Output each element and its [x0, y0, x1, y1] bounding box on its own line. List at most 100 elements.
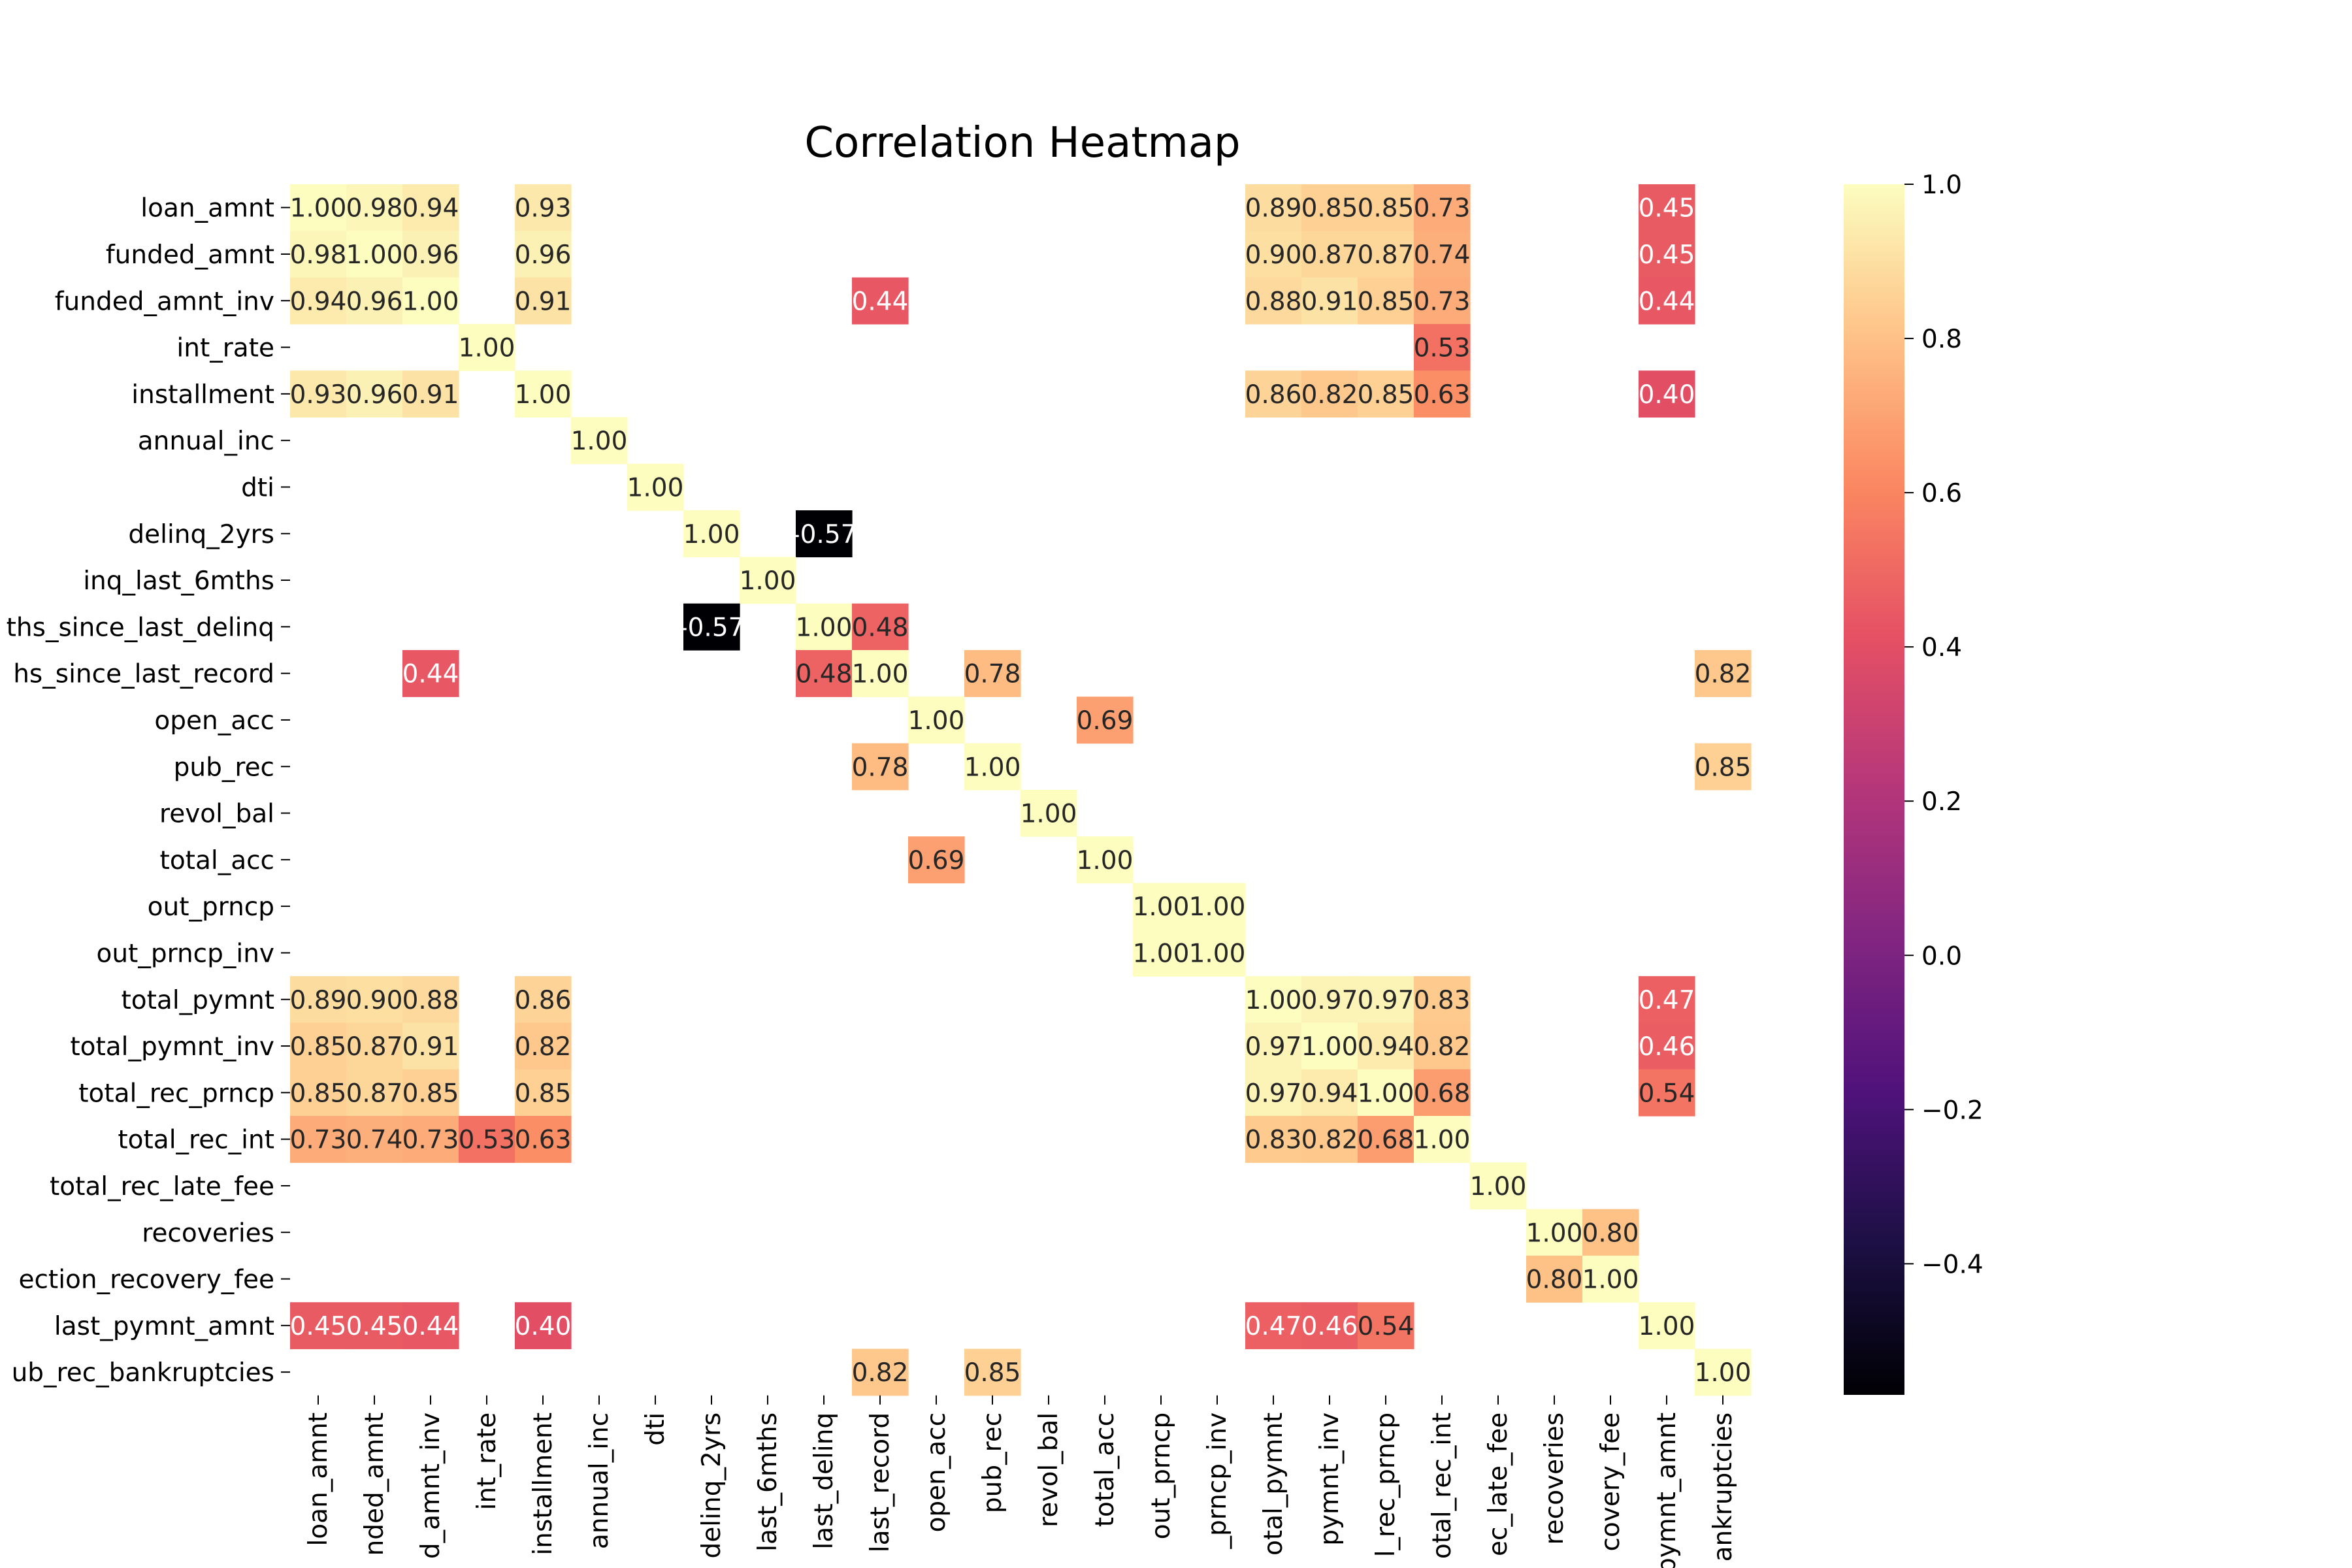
- heatmap-cell: [1301, 370, 1358, 418]
- cell-value-label: 1.00: [908, 706, 965, 736]
- x-tick-label: ankruptcies: [1708, 1413, 1738, 1562]
- heatmap-cell: [1526, 1209, 1583, 1256]
- heatmap-cell: [402, 231, 459, 278]
- x-tick-label: delinq_2yrs: [697, 1413, 727, 1559]
- cell-value-label: 0.86: [515, 986, 572, 1015]
- heatmap-cell: [402, 1116, 459, 1163]
- heatmap-cell: [1189, 883, 1246, 930]
- cell-value-label: 0.98: [346, 194, 403, 223]
- heatmap-cell: [290, 370, 347, 418]
- y-tick-label: total_rec_int: [118, 1126, 274, 1155]
- cell-value-label: 0.40: [1639, 380, 1695, 410]
- heatmap-cell: [852, 743, 909, 791]
- x-tick-label: _prncp_inv: [1203, 1413, 1232, 1550]
- x-tick-label: open_acc: [922, 1413, 951, 1533]
- colorbar-tick-label: 0.8: [1921, 325, 1962, 354]
- cell-value-label: 0.85: [1358, 194, 1414, 223]
- x-tick-label: int_rate: [472, 1413, 502, 1511]
- cell-value-label: 1.00: [1695, 1358, 1752, 1388]
- heatmap-cell: [1133, 929, 1190, 977]
- cell-value-label: 0.94: [290, 287, 347, 316]
- cell-value-label: 0.87: [346, 1032, 403, 1062]
- heatmap-cell: [964, 1348, 1021, 1396]
- heatmap-cell: [515, 1022, 572, 1070]
- heatmap-cell: [459, 323, 515, 371]
- cell-value-label: 0.98: [290, 240, 347, 270]
- cell-value-label: 0.97: [1245, 1079, 1302, 1108]
- heatmap-cell: [1133, 883, 1190, 930]
- cell-value-label: 0.46: [1639, 1032, 1695, 1062]
- heatmap-cell: [515, 231, 572, 278]
- colorbar-tick-label: 0.0: [1921, 941, 1962, 971]
- cell-value-label: 0.86: [1245, 380, 1302, 410]
- cell-value-label: 0.78: [964, 660, 1021, 689]
- cell-value-label: 0.80: [1582, 1218, 1639, 1248]
- y-tick-label: delinq_2yrs: [128, 520, 274, 549]
- cell-value-label: 0.87: [346, 1079, 403, 1108]
- cell-value-label: 0.94: [402, 194, 459, 223]
- cell-value-label: 0.63: [515, 1126, 572, 1155]
- cell-value-label: 0.68: [1414, 1079, 1471, 1108]
- cell-value-label: 1.00: [1133, 892, 1190, 922]
- x-tick-label: l_rec_prncp: [1371, 1413, 1401, 1557]
- cell-value-label: 1.00: [1189, 939, 1246, 968]
- heatmap-cell: [1301, 277, 1358, 325]
- cell-value-label: 1.00: [964, 753, 1021, 782]
- heatmap-cell: [1639, 277, 1695, 325]
- y-tick-label: funded_amnt_inv: [55, 287, 274, 316]
- heatmap-cell: [1358, 231, 1414, 278]
- heatmap-cell: [1582, 1255, 1639, 1303]
- cell-value-label: 0.90: [1245, 240, 1302, 270]
- heatmap-cell: [1021, 789, 1077, 837]
- heatmap-cell: [459, 1116, 515, 1163]
- cell-value-label: 0.85: [515, 1079, 572, 1108]
- y-tick-label: ection_recovery_fee: [18, 1266, 274, 1295]
- heatmap-cell: [1639, 370, 1695, 418]
- cell-value-label: 1.00: [740, 566, 796, 596]
- cell-value-label: 0.83: [1414, 986, 1471, 1015]
- heatmap-cell: [290, 231, 347, 278]
- heatmap-cell: [402, 1022, 459, 1070]
- x-tick-label: last_delinq: [809, 1413, 839, 1550]
- heatmap-cell: [852, 603, 909, 651]
- x-axis: loan_amnt nded_amnt d_amnt_inv int_rate inst…: [304, 1395, 1738, 1568]
- heatmap-cell: [515, 184, 572, 231]
- cell-value-label: 0.85: [290, 1079, 347, 1108]
- cell-value-label: 0.97: [1245, 1032, 1302, 1062]
- heatmap-cell: [346, 976, 403, 1023]
- heatmap-cell: [346, 184, 403, 231]
- cell-value-label: 1.00: [1021, 800, 1077, 829]
- heatmap-cell: [290, 277, 347, 325]
- heatmap-cell: [402, 370, 459, 418]
- heatmap-cell: [1245, 1069, 1302, 1117]
- y-tick-label: int_rate: [176, 334, 274, 363]
- heatmap-cell: [1301, 1116, 1358, 1163]
- x-tick-label: pymnt_inv: [1315, 1413, 1345, 1546]
- heatmap-cell: [1301, 1302, 1358, 1350]
- cell-value-label: 0.88: [402, 986, 459, 1015]
- heatmap-cell: [290, 976, 347, 1023]
- heatmap-cell: [290, 1302, 347, 1350]
- cell-value-label: 0.82: [1301, 1126, 1358, 1155]
- cell-value-label: 0.97: [1358, 986, 1414, 1015]
- x-tick-label: last_6mths: [753, 1413, 783, 1552]
- cell-value-label: 1.00: [1414, 1126, 1471, 1155]
- heatmap-cell: [1526, 1255, 1583, 1303]
- cell-value-label: 0.89: [290, 986, 347, 1015]
- heatmap-cell: [1582, 1209, 1639, 1256]
- cell-value-label: 1.00: [1077, 846, 1134, 875]
- cell-value-label: 0.96: [402, 240, 459, 270]
- cell-value-label: 0.68: [1358, 1126, 1414, 1155]
- cell-value-label: 0.85: [1301, 194, 1358, 223]
- heatmap-cell: [1414, 1116, 1471, 1163]
- x-tick-label: d_amnt_inv: [416, 1413, 446, 1559]
- cell-value-label: 0.94: [1301, 1079, 1358, 1108]
- y-tick-label: last_pymnt_amnt: [54, 1312, 274, 1341]
- heatmap-cell: [1358, 1302, 1414, 1350]
- cell-value-label: 0.53: [459, 1126, 515, 1155]
- cell-value-label: 0.44: [402, 1312, 459, 1341]
- cell-value-label: 0.48: [796, 660, 853, 689]
- cell-value-label: 0.80: [1526, 1266, 1583, 1295]
- heatmap-cell-labels: 1.00 0.98 0.94 0.93 0.89 0.85 0.85 0.73 0.450.98…: [290, 194, 1752, 1388]
